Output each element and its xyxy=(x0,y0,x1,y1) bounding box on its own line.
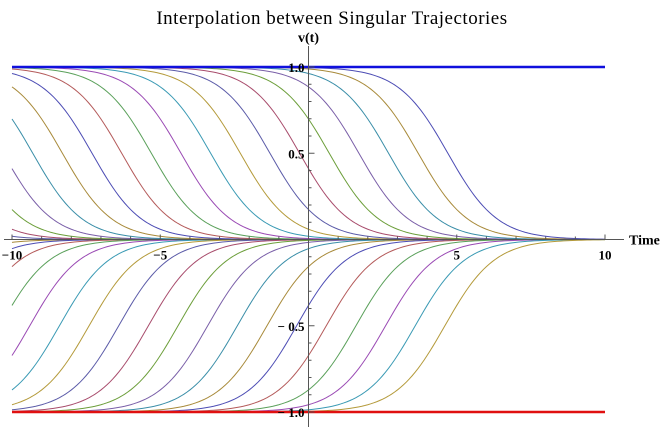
x-tick-label: 10 xyxy=(599,248,612,263)
x-tick-label: −5 xyxy=(153,248,167,263)
axes: −10 −5 5 10 1.0 0.5 − 0.5 − 1.0 Time v(t) xyxy=(2,31,660,427)
y-tick-label: 1.0 xyxy=(288,60,304,75)
y-axis-label: v(t) xyxy=(298,31,319,46)
y-tick-label: − 1.0 xyxy=(278,405,305,420)
chart-title: Interpolation between Singular Trajector… xyxy=(156,8,507,29)
y-tick-label: − 0.5 xyxy=(278,319,305,334)
x-axis-label: Time xyxy=(629,234,660,249)
y-tick-label: 0.5 xyxy=(288,146,305,161)
x-tick-label: −10 xyxy=(2,248,22,263)
x-tick-label: 5 xyxy=(454,248,461,263)
